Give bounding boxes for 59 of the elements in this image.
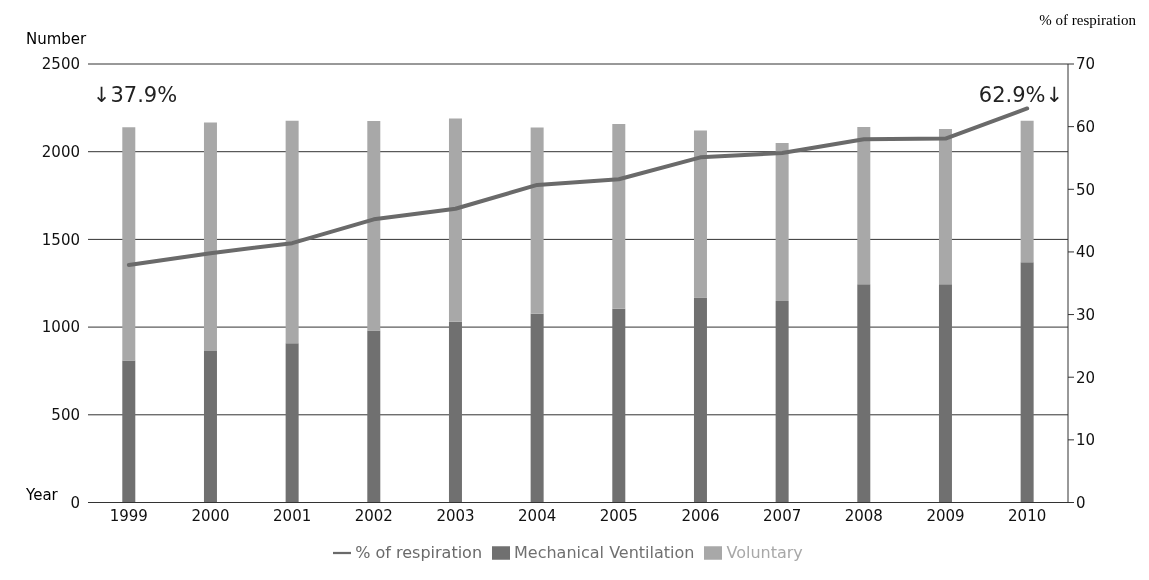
bar bbox=[693, 130, 707, 298]
y2-tick-label: 20 bbox=[1076, 368, 1096, 387]
x-tick-label: 2009 bbox=[926, 507, 965, 526]
bar bbox=[938, 284, 952, 503]
y-tick-label: 2500 bbox=[41, 55, 80, 74]
legend-label: % of respiration bbox=[355, 542, 483, 562]
x-tick-label: 1999 bbox=[109, 507, 148, 526]
bar bbox=[775, 143, 789, 301]
bar bbox=[285, 343, 299, 503]
bar bbox=[775, 300, 789, 503]
legend-label: Voluntary bbox=[726, 542, 803, 562]
y2-tick-label: 0 bbox=[1076, 493, 1086, 512]
y2-tick-label: 30 bbox=[1076, 305, 1096, 324]
bar bbox=[857, 284, 871, 503]
bar bbox=[530, 313, 544, 503]
y-tick-label: 1000 bbox=[41, 318, 80, 337]
bar bbox=[285, 120, 299, 344]
y-tick-label: 1500 bbox=[41, 230, 80, 249]
x-tick-label: 2007 bbox=[763, 507, 802, 526]
bar bbox=[203, 122, 217, 351]
annotation: ↓37.9% bbox=[92, 83, 178, 107]
bar bbox=[693, 297, 707, 503]
y2-tick-label: 50 bbox=[1076, 180, 1096, 199]
x-tick-label: 2005 bbox=[599, 507, 638, 526]
bar bbox=[612, 123, 626, 309]
y2-axis-title: % of respiration bbox=[1039, 12, 1136, 29]
x-tick-label: 2010 bbox=[1008, 507, 1047, 526]
y-tick-label: 0 bbox=[70, 493, 80, 512]
bar bbox=[203, 350, 217, 503]
x-axis-title: Year bbox=[26, 486, 58, 504]
bar bbox=[938, 128, 952, 285]
bar bbox=[1020, 262, 1034, 503]
x-tick-label: 2008 bbox=[844, 507, 883, 526]
annotation: 62.9%↓ bbox=[978, 83, 1064, 107]
bar bbox=[530, 127, 544, 314]
bar bbox=[122, 127, 136, 361]
x-tick-label: 2003 bbox=[436, 507, 475, 526]
legend-label: Mechanical Ventilation bbox=[514, 542, 695, 562]
bar bbox=[367, 330, 381, 503]
line-series bbox=[126, 106, 1030, 268]
bar bbox=[612, 308, 626, 503]
y2-tick-label: 70 bbox=[1076, 55, 1096, 74]
bar bbox=[122, 360, 136, 503]
bar bbox=[367, 121, 381, 331]
bar bbox=[857, 126, 871, 285]
x-tick-label: 2002 bbox=[354, 507, 393, 526]
y2-tick-label: 60 bbox=[1076, 117, 1096, 136]
y-axis-title: Number bbox=[26, 30, 87, 48]
x-tick-label: 2006 bbox=[681, 507, 720, 526]
x-tick-label: 2001 bbox=[273, 507, 312, 526]
bar bbox=[448, 118, 462, 322]
y-tick-label: 500 bbox=[51, 406, 80, 425]
y-tick-label: 2000 bbox=[41, 143, 80, 162]
bar bbox=[1020, 120, 1034, 263]
y2-tick-label: 40 bbox=[1076, 243, 1096, 262]
y2-tick-label: 10 bbox=[1076, 431, 1096, 450]
x-tick-label: 2004 bbox=[518, 507, 557, 526]
x-tick-label: 2000 bbox=[191, 507, 230, 526]
bar bbox=[448, 321, 462, 503]
